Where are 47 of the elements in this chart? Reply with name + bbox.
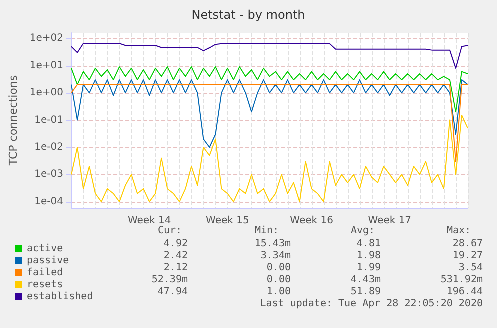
text: 0.00 — [266, 274, 291, 286]
text: Max: — [447, 226, 472, 236]
text: Min: — [255, 226, 280, 236]
legend-label: passive — [27, 256, 70, 266]
text: 47.94 — [158, 286, 188, 298]
text: 1.99 — [356, 262, 381, 274]
line-series — [71, 114, 468, 202]
text: 28.67 — [452, 238, 483, 250]
text: 4.92 — [164, 238, 188, 250]
line-series — [71, 43, 468, 69]
y-tick-label: 1e-01 — [34, 114, 64, 126]
text: 15.43m — [254, 238, 291, 250]
text: Cur: — [158, 226, 182, 236]
legend-label: resets — [27, 280, 64, 290]
y-axis-title: TCP connections — [7, 75, 20, 167]
text: 4.81 — [356, 238, 381, 250]
legend-label: active — [27, 244, 64, 254]
text: 52.39m — [152, 274, 188, 286]
y-tick-label: 1e+01 — [30, 60, 64, 72]
y-tick-label: 1e+02 — [30, 33, 64, 44]
text: 3.54 — [458, 262, 483, 274]
x-tick-label: Week 16 — [290, 216, 334, 226]
y-tick-label: 1e-02 — [34, 142, 64, 153]
text: 0.00 — [266, 262, 291, 274]
text: 1.00 — [266, 286, 291, 298]
text: 51.89 — [350, 286, 381, 298]
y-tick-label: 1e-03 — [34, 169, 64, 180]
y-tick-label: 1e+00 — [30, 88, 64, 99]
legend-label: established — [27, 292, 94, 302]
text: 4.43m — [350, 274, 381, 286]
x-tick-label: Week 17 — [368, 216, 412, 226]
text: Avg: — [351, 226, 376, 236]
chart-title: Netstat - by month — [192, 8, 306, 22]
text: 1.98 — [356, 250, 381, 262]
line-series — [71, 80, 468, 148]
text: 531.92m — [440, 274, 483, 286]
text: 3.34m — [260, 250, 291, 262]
text: Last update: Tue Apr 28 22:05:20 2020 — [260, 298, 483, 310]
text: 19.27 — [452, 250, 483, 262]
text: 196.44 — [446, 286, 483, 298]
text: 2.12 — [164, 262, 188, 274]
y-tick-label: 1e-04 — [34, 196, 64, 208]
legend-label: failed — [27, 268, 64, 278]
line-series — [71, 66, 468, 113]
text: 2.42 — [164, 250, 188, 262]
x-tick-label: Week 15 — [206, 216, 250, 226]
x-tick-label: Week 14 — [128, 216, 172, 226]
